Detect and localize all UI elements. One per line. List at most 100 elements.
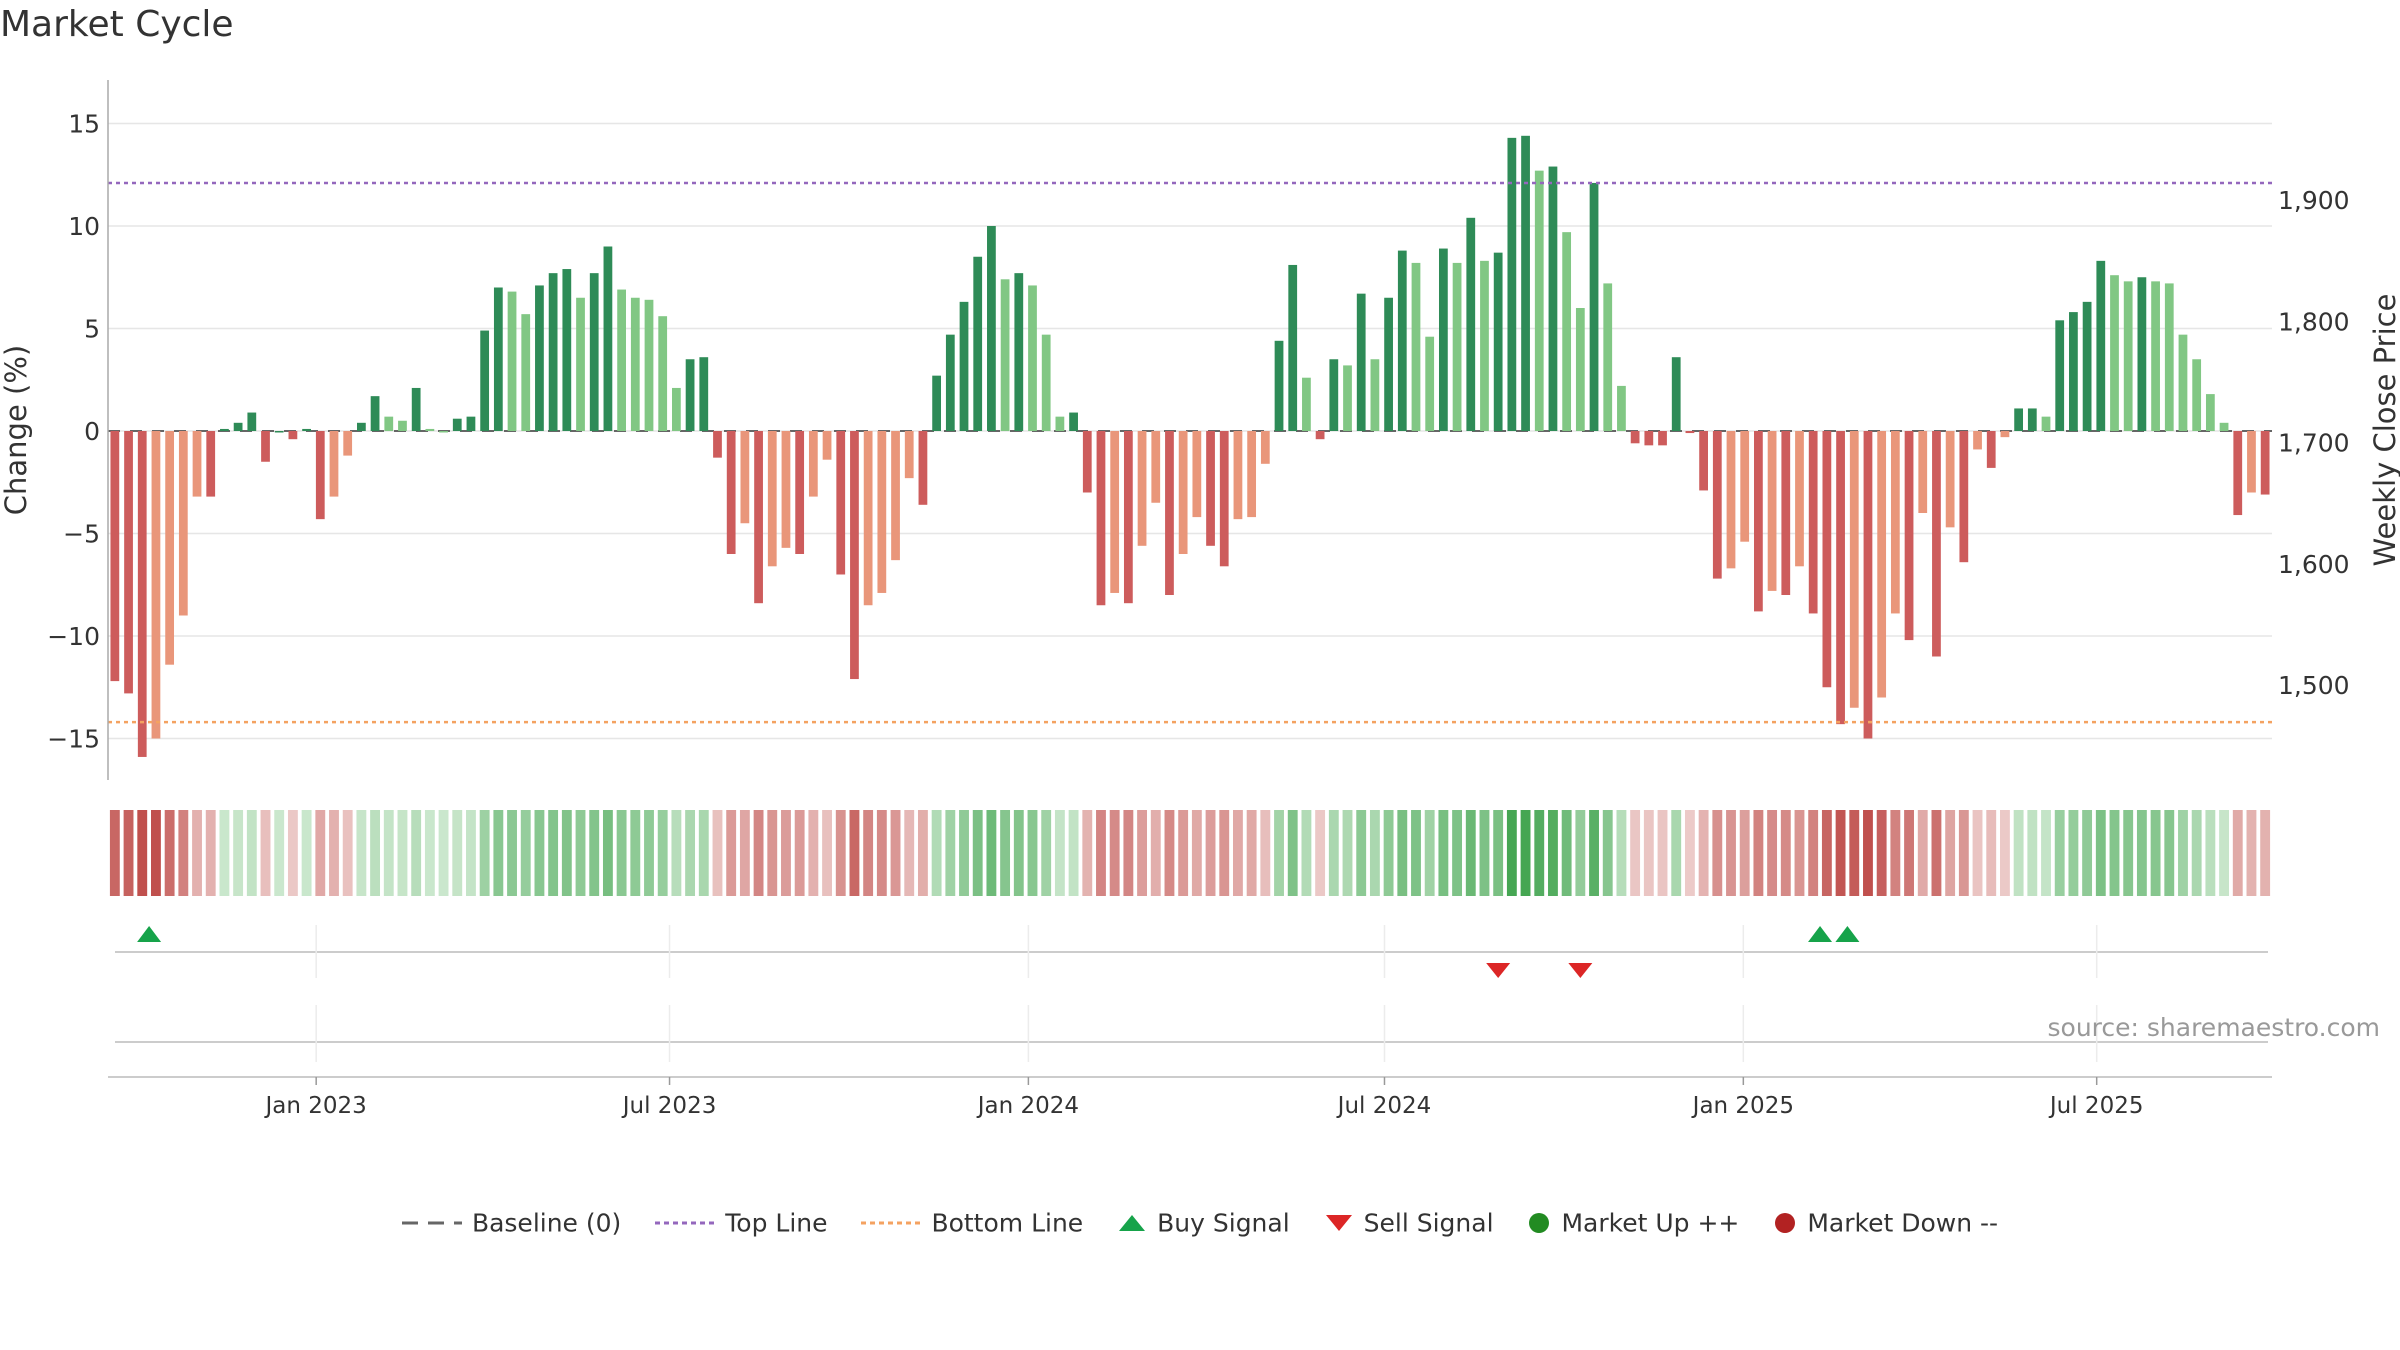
bar	[726, 431, 736, 554]
bar	[808, 431, 818, 497]
legend-item-top-line[interactable]: Top Line	[655, 1207, 827, 1237]
bar	[1041, 334, 1051, 431]
y2-tick-label: 1,900	[2278, 186, 2350, 215]
heat-cell	[1684, 810, 1695, 896]
y-tick-label: 15	[68, 110, 100, 139]
bar	[2247, 431, 2256, 493]
bar	[261, 431, 270, 462]
heat-cell	[1917, 810, 1928, 896]
bar	[1630, 431, 1640, 444]
bar	[1329, 359, 1339, 431]
bar	[1370, 359, 1380, 431]
heat-cell	[1260, 810, 1271, 896]
heat-cell	[411, 810, 422, 896]
bar	[1110, 431, 1120, 593]
heat-cell	[2178, 810, 2188, 896]
heat-cell	[315, 810, 326, 896]
bar	[1493, 252, 1503, 431]
legend-item-baseline[interactable]: Baseline (0)	[401, 1207, 621, 1237]
heat-cell	[1712, 810, 1723, 896]
heat-cell	[1301, 810, 1312, 896]
legend-label: Market Up ++	[1561, 1208, 1740, 1238]
heat-cell	[931, 810, 942, 896]
heat-cell	[1369, 810, 1380, 896]
bar	[1712, 431, 1722, 579]
heat-cell	[602, 810, 613, 896]
bar	[1343, 365, 1352, 431]
y-tick-label: −5	[63, 520, 100, 549]
heat-cell	[1068, 810, 1079, 896]
legend-item-buy-signal[interactable]: Buy Signal	[1117, 1207, 1290, 1237]
heat-cell	[1794, 810, 1805, 896]
bar	[630, 297, 640, 431]
bar	[1658, 431, 1667, 446]
bar	[699, 357, 709, 431]
bar	[987, 226, 996, 431]
heat-cell	[1411, 810, 1421, 896]
heat-cell	[1575, 810, 1586, 896]
bar	[1260, 431, 1270, 464]
heat-cell	[959, 810, 969, 896]
bar	[439, 431, 448, 433]
heat-cell	[2013, 810, 2024, 896]
bar	[1165, 431, 1174, 595]
bar	[1699, 431, 1708, 491]
heat-cell	[1041, 810, 1052, 896]
heat-cell	[616, 810, 627, 896]
bar	[1014, 273, 1024, 431]
signal-markers	[137, 926, 1860, 978]
heat-cell	[945, 810, 956, 896]
bar	[1274, 340, 1284, 431]
heat-cell	[1931, 810, 1942, 896]
heat-cell	[1548, 810, 1558, 896]
heat-cell	[698, 810, 709, 896]
heat-cell	[1123, 810, 1134, 896]
heat-cell	[753, 810, 764, 896]
heat-cell	[2109, 810, 2120, 896]
bar	[1945, 431, 1955, 528]
legend-item-market-down[interactable]: Market Down --	[1773, 1207, 1998, 1237]
bar	[822, 431, 832, 460]
heat-cell	[1506, 810, 1517, 896]
heat-cell	[438, 810, 449, 896]
bar	[1096, 431, 1106, 606]
bar	[1356, 293, 1366, 431]
legend: Baseline (0) Top Line Bottom Line Buy Si…	[0, 1206, 2400, 1237]
heat-cell	[1671, 810, 1682, 896]
bar	[1466, 217, 1476, 431]
heat-cell	[137, 810, 148, 896]
heat-cell	[205, 810, 216, 896]
legend-item-market-up[interactable]: Market Up ++	[1527, 1207, 1740, 1238]
bar	[1877, 431, 1887, 698]
heat-cell	[1082, 810, 1093, 896]
heat-cell	[1315, 810, 1326, 896]
heat-cell	[1849, 810, 1860, 896]
heat-cell	[1767, 810, 1778, 896]
bar	[329, 431, 339, 497]
heat-cell	[1616, 810, 1627, 896]
heat-cell	[1287, 810, 1298, 896]
y-axis-label: Change (%)	[0, 345, 33, 515]
sell-signal-marker	[1486, 963, 1511, 978]
bar	[1918, 431, 1928, 513]
heat-cell	[1191, 810, 1202, 896]
y2-tick-label: 1,500	[2278, 671, 2350, 700]
heat-cell	[1630, 810, 1641, 896]
bar	[2219, 422, 2229, 431]
heat-cell	[164, 810, 175, 896]
heat-cell	[575, 810, 586, 896]
heat-cell	[2150, 810, 2161, 896]
heat-cell	[876, 810, 887, 896]
dash-line-icon	[401, 1221, 462, 1225]
heat-cell	[822, 810, 832, 896]
bar	[1589, 182, 1599, 431]
heat-cell	[2054, 810, 2065, 896]
y-tick-label: 10	[68, 212, 100, 241]
bar	[973, 256, 983, 431]
legend-item-bottom-line[interactable]: Bottom Line	[861, 1207, 1083, 1237]
heat-cell	[1808, 810, 1819, 896]
heat-cell	[1424, 810, 1435, 896]
bar	[356, 422, 366, 431]
legend-item-sell-signal[interactable]: Sell Signal	[1324, 1207, 1494, 1237]
heat-cell	[246, 810, 257, 896]
